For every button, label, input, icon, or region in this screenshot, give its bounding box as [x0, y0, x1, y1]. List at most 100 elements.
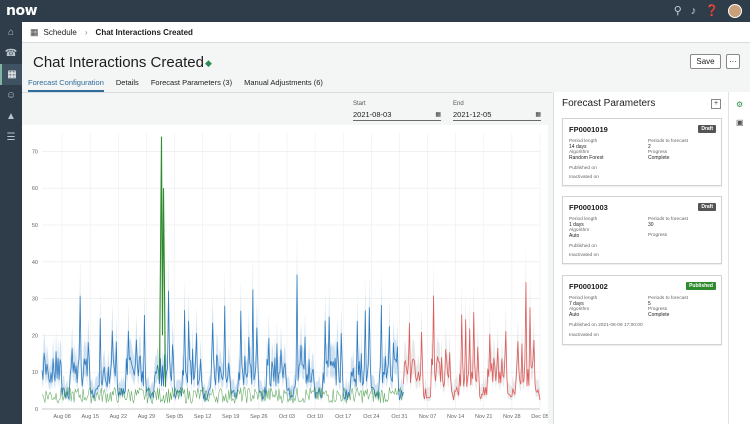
forecast-code: FP0001002 [569, 282, 608, 291]
people-icon[interactable]: ☺ [5, 90, 17, 101]
tabs-divider [22, 92, 552, 93]
graduation-icon[interactable]: ▲ [6, 111, 16, 122]
algorithm-value: Random Forest [569, 155, 604, 161]
algorithm-label: Algorithm [569, 228, 590, 233]
x-tick-label: Sep 12 [194, 414, 211, 420]
algorithm-label: Algorithm [569, 307, 590, 312]
x-tick-label: Sep 19 [222, 414, 239, 420]
gear-icon[interactable]: ⚙ [736, 100, 744, 109]
x-tick-label: Aug 29 [138, 414, 155, 420]
forecast-code: FP0001003 [569, 203, 608, 212]
y-tick-label: 60 [32, 186, 38, 192]
tag-icon[interactable]: ◆ [205, 58, 212, 68]
tab-details[interactable]: Details [115, 78, 139, 87]
forecast-chart: 0 10 20 30 40 50 60 70 Aug 08 Aug 15 Aug 22 Aug 29 S… [22, 125, 548, 424]
y-tick-label: 0 [35, 407, 38, 413]
breadcrumb: ▦ Schedule › Chat Interactions Created [22, 22, 750, 43]
x-tick-label: Nov 28 [503, 414, 520, 420]
chevron-right-icon: › [84, 27, 88, 37]
home-icon[interactable]: ⌂ [7, 27, 15, 38]
x-tick-label: Aug 22 [110, 414, 127, 420]
progress-value: Complete [648, 312, 670, 318]
y-tick-label: 10 [32, 370, 38, 376]
x-tick-label: Sep 05 [166, 414, 183, 420]
y-tick-label: 20 [32, 333, 38, 339]
status-badge: Draft [698, 203, 716, 211]
published-label: Published on [569, 166, 597, 171]
x-tick-label: Oct 10 [307, 414, 323, 420]
forecast-card[interactable]: FP0001002 Published Period length 7 days… [562, 275, 722, 345]
y-tick-label: 50 [32, 223, 38, 229]
period-length-label: Period length [569, 296, 598, 301]
left-nav: ⌂ ☎ ▦ ☺ ▲ ☰ [0, 22, 22, 424]
status-badge: Draft [698, 125, 716, 133]
forecast-series-line [403, 282, 541, 400]
progress-label: Progress [648, 150, 668, 155]
tab-manual-adjustments[interactable]: Manual Adjustments (6) [244, 78, 323, 87]
start-date-field[interactable]: 2021-08-03 ▦ [353, 109, 441, 121]
x-tick-label: Dec 05 [531, 414, 548, 420]
calendar-icon[interactable]: ▦ [435, 112, 441, 118]
calendar-icon[interactable]: ▦ [535, 112, 541, 118]
calendar-icon: ▦ [30, 26, 39, 37]
top-bar: now ⚲ ♪ ❓ [0, 0, 750, 22]
tab-forecast-parameters[interactable]: Forecast Parameters (3) [150, 78, 233, 87]
grid-icon[interactable]: ▣ [736, 118, 744, 127]
forecast-code: FP0001019 [569, 125, 608, 134]
list-icon[interactable]: ☰ [6, 132, 16, 143]
tab-bar: Forecast Configuration Details Forecast … [28, 78, 335, 92]
periods-value: 2 [648, 144, 651, 150]
breadcrumb-root[interactable]: Schedule [43, 27, 77, 37]
progress-label: Progress [648, 307, 668, 312]
published-label-text: Published on [569, 323, 597, 328]
save-button[interactable]: Save [690, 54, 721, 69]
progress-label: Progress [648, 233, 668, 238]
chart-svg: 0 10 20 30 40 50 60 70 Aug 08 Aug 15 Aug 22 Aug 29 S… [32, 133, 548, 420]
more-button[interactable]: ··· [726, 54, 740, 69]
end-label: End [453, 101, 464, 107]
now-logo[interactable]: now [6, 3, 38, 19]
help-icon[interactable]: ❓ [705, 5, 719, 17]
periods-value: 5 [648, 301, 651, 307]
algorithm-value: Auto [569, 312, 580, 318]
end-date-field[interactable]: 2021-12-05 ▦ [453, 109, 541, 121]
periods-label: Periods to forecast [648, 296, 688, 301]
published-label: Published on [569, 244, 597, 249]
breadcrumb-current: Chat Interactions Created [95, 27, 193, 37]
period-length-value: 14 days [569, 144, 587, 150]
forecast-card[interactable]: FP0001019 Draft Period length 14 days Pe… [562, 118, 722, 186]
x-tick-label: Oct 03 [279, 414, 295, 420]
headset-icon[interactable]: ☎ [4, 48, 18, 59]
right-rail: ⚙ ▣ [728, 92, 750, 424]
forecast-series-line-band [403, 243, 540, 403]
x-tick-label: Nov 14 [447, 414, 464, 420]
x-tick-label: Nov 21 [475, 414, 492, 420]
end-date-value: 2021-12-05 [453, 110, 492, 119]
x-tick-label: Aug 15 [81, 414, 98, 420]
inactivated-label: Inactivated on [569, 333, 599, 338]
algorithm-label: Algorithm [569, 150, 590, 155]
tab-forecast-configuration[interactable]: Forecast Configuration [28, 78, 104, 92]
calendar-icon[interactable]: ▦ [0, 64, 22, 85]
periods-value: 30 [648, 222, 654, 228]
algorithm-value: Auto [569, 233, 580, 239]
bell-icon[interactable]: ♪ [690, 5, 697, 17]
actual-series-line-band [42, 233, 404, 403]
adjusted-spike [158, 136, 167, 387]
periods-label: Periods to forecast [648, 217, 688, 222]
y-tick-label: 70 [32, 149, 38, 155]
start-label: Start [353, 101, 366, 107]
search-icon[interactable]: ⚲ [673, 5, 682, 17]
period-length-label: Period length [569, 139, 598, 144]
avatar[interactable] [728, 4, 742, 18]
y-tick-label: 30 [32, 297, 38, 303]
periods-label: Periods to forecast [648, 139, 688, 144]
forecast-card[interactable]: FP0001003 Draft Period length 1 days Per… [562, 196, 722, 264]
add-button[interactable]: + [711, 99, 721, 109]
forecast-parameters-panel: Forecast Parameters + FP0001019 Draft Pe… [553, 92, 728, 424]
adjusted-series-line [41, 386, 403, 405]
x-tick-label: Nov 07 [419, 414, 436, 420]
y-tick-label: 40 [32, 260, 38, 266]
panel-title: Forecast Parameters [562, 98, 656, 109]
page-title: Chat Interactions Created [33, 54, 204, 71]
